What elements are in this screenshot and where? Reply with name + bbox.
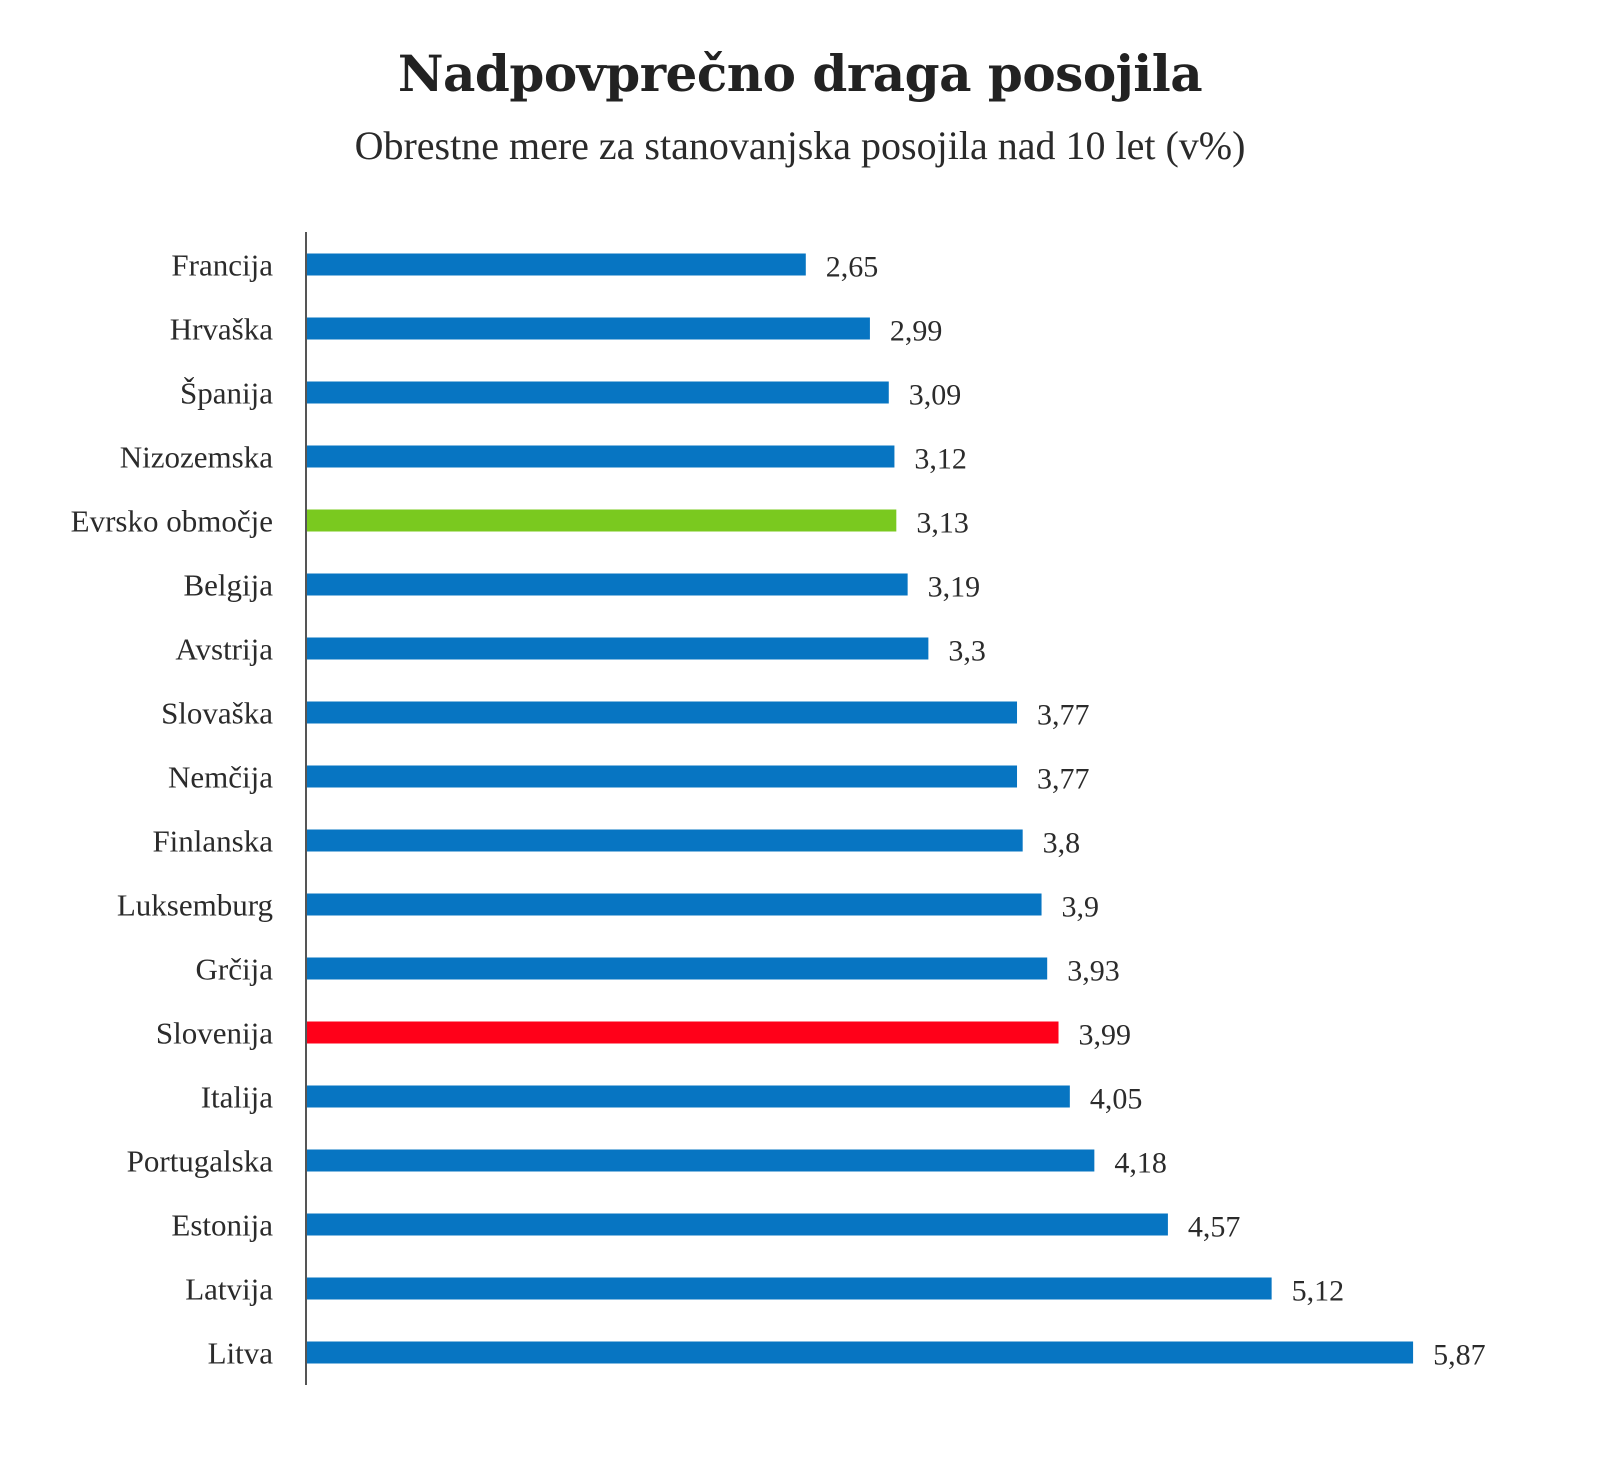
category-label: Evrsko območje: [71, 504, 273, 539]
bar-group-belgija: Belgija 3,19: [183, 568, 980, 604]
bar-hrvaska: [307, 317, 870, 340]
bar-luksemburg: [307, 893, 1042, 916]
value-label: 3,13: [916, 507, 969, 540]
category-label: Italija: [201, 1080, 274, 1115]
bar-group-portugalska: Portugalska 4,18: [127, 1144, 1167, 1180]
value-label: 3,09: [909, 379, 962, 412]
value-label: 3,19: [928, 571, 981, 604]
category-label: Finlanska: [152, 824, 273, 859]
value-label: 3,99: [1079, 1019, 1132, 1052]
bar-group-finlanska: Finlanska 3,8: [152, 824, 1080, 860]
bar-italija: [307, 1085, 1070, 1108]
value-label: 3,9: [1062, 891, 1100, 924]
bar-group-slovenija: Slovenija 3,99: [156, 1016, 1131, 1052]
bar-group-italija: Italija 4,05: [201, 1080, 1143, 1116]
bars-layer: Francija 2,65 Hrvaška 2,99 Španija 3,09 Nizoze…: [71, 248, 1486, 1372]
bar-group-luksemburg: Luksemburg 3,9: [117, 888, 1099, 924]
bar-group-slovaska: Slovaška 3,77: [161, 696, 1089, 732]
bar-group-litva: Litva 5,87: [208, 1336, 1486, 1372]
bar-avstrija: [307, 637, 929, 660]
value-label: 3,3: [948, 635, 986, 668]
category-label: Slovaška: [161, 696, 273, 731]
value-label: 4,05: [1090, 1083, 1143, 1116]
category-label: Španija: [180, 376, 273, 411]
category-label: Hrvaška: [170, 312, 274, 347]
bar-portugalska: [307, 1149, 1095, 1172]
bar-slovaska: [307, 701, 1018, 724]
bar-spanija: [307, 381, 889, 404]
bar-group-avstrija: Avstrija 3,3: [175, 632, 985, 668]
category-label: Slovenija: [156, 1016, 273, 1051]
category-label: Luksemburg: [117, 888, 273, 923]
bar-belgija: [307, 573, 908, 596]
bar-nemcija: [307, 765, 1018, 788]
value-label: 4,18: [1114, 1147, 1167, 1180]
category-label: Litva: [208, 1336, 274, 1371]
value-label: 2,65: [826, 251, 879, 284]
bar-group-estonija: Estonija 4,57: [171, 1208, 1240, 1244]
bar-latvija: [307, 1277, 1272, 1300]
value-label: 5,12: [1292, 1275, 1345, 1308]
value-label: 2,99: [890, 315, 943, 348]
value-label: 5,87: [1433, 1339, 1486, 1372]
category-label: Nizozemska: [120, 440, 273, 475]
value-label: 3,77: [1037, 699, 1090, 732]
bar-finlanska: [307, 829, 1023, 852]
chart-title: Nadpovprečno draga posojila: [397, 44, 1203, 103]
bar-litva: [307, 1341, 1414, 1364]
value-label: 3,77: [1037, 763, 1090, 796]
bar-group-nizozemska: Nizozemska 3,12: [120, 440, 967, 476]
bar-group-evrsko-obmocje: Evrsko območje 3,13: [71, 504, 969, 540]
category-label: Latvija: [185, 1272, 273, 1307]
bar-group-grcija: Grčija 3,93: [196, 952, 1120, 988]
bar-group-francija: Francija 2,65: [171, 248, 878, 284]
bar-grcija: [307, 957, 1048, 980]
category-label: Francija: [171, 248, 273, 283]
category-label: Nemčija: [168, 760, 273, 795]
category-label: Estonija: [171, 1208, 273, 1243]
bar-group-latvija: Latvija 5,12: [185, 1272, 1344, 1308]
category-label: Portugalska: [127, 1144, 274, 1179]
bar-group-hrvaska: Hrvaška 2,99: [170, 312, 943, 348]
value-label: 3,12: [914, 443, 967, 476]
bar-slovenija: [307, 1021, 1059, 1044]
bar-nizozemska: [307, 445, 895, 468]
category-label: Avstrija: [175, 632, 273, 667]
value-label: 3,93: [1067, 955, 1120, 988]
bar-group-spanija: Španija 3,09: [180, 376, 961, 412]
bar-evrsko-obmocje: [307, 509, 897, 532]
bar-group-nemcija: Nemčija 3,77: [168, 760, 1090, 796]
category-label: Grčija: [196, 952, 274, 987]
chart-subtitle: Obrestne mere za stanovanjska posojila n…: [354, 123, 1246, 168]
bar-francija: [307, 253, 806, 276]
bar-estonija: [307, 1213, 1168, 1236]
value-label: 3,8: [1043, 827, 1081, 860]
category-label: Belgija: [183, 568, 273, 603]
value-label: 4,57: [1188, 1211, 1241, 1244]
